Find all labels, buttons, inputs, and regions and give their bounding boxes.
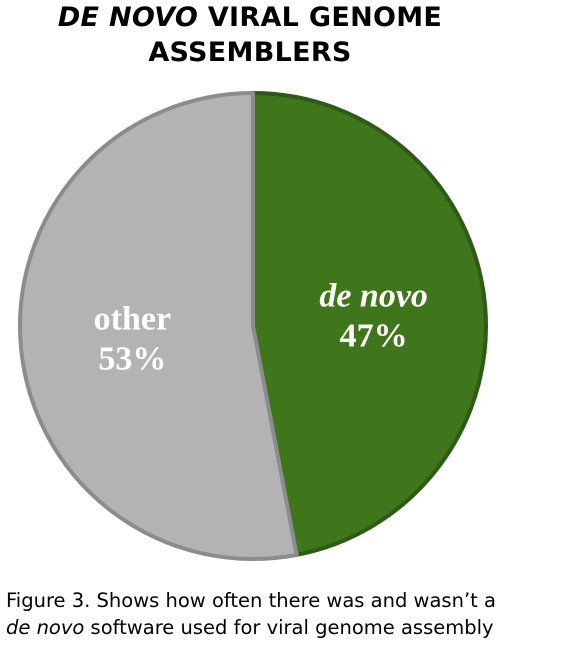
slice-name-label-de-novo: de novo	[319, 278, 428, 315]
caption-emphasis: de novo	[6, 616, 85, 639]
slice-value-label-other: 53%	[98, 340, 166, 377]
chart-title-line1: DE NOVO VIRAL GENOME	[0, 0, 500, 35]
figure-caption: Figure 3. Shows how often there was and …	[6, 587, 562, 641]
caption-line2: de novo software used for viral genome a…	[6, 614, 562, 641]
slice-name-label-other: other	[94, 300, 171, 337]
pie-slice-de-novo	[251, 91, 488, 557]
chart-title: DE NOVO VIRAL GENOME ASSEMBLERS	[0, 0, 500, 70]
chart-title-emphasis: DE NOVO	[57, 2, 199, 33]
chart-title-line2: ASSEMBLERS	[148, 37, 352, 68]
chart-title-rest: VIRAL GENOME	[198, 2, 443, 33]
slice-value-label-de-novo: 47%	[340, 318, 408, 355]
caption-rest: software used for viral genome assembly	[84, 616, 494, 639]
pie-slice-other	[18, 91, 299, 561]
caption-line1: Figure 3. Shows how often there was and …	[6, 589, 496, 612]
